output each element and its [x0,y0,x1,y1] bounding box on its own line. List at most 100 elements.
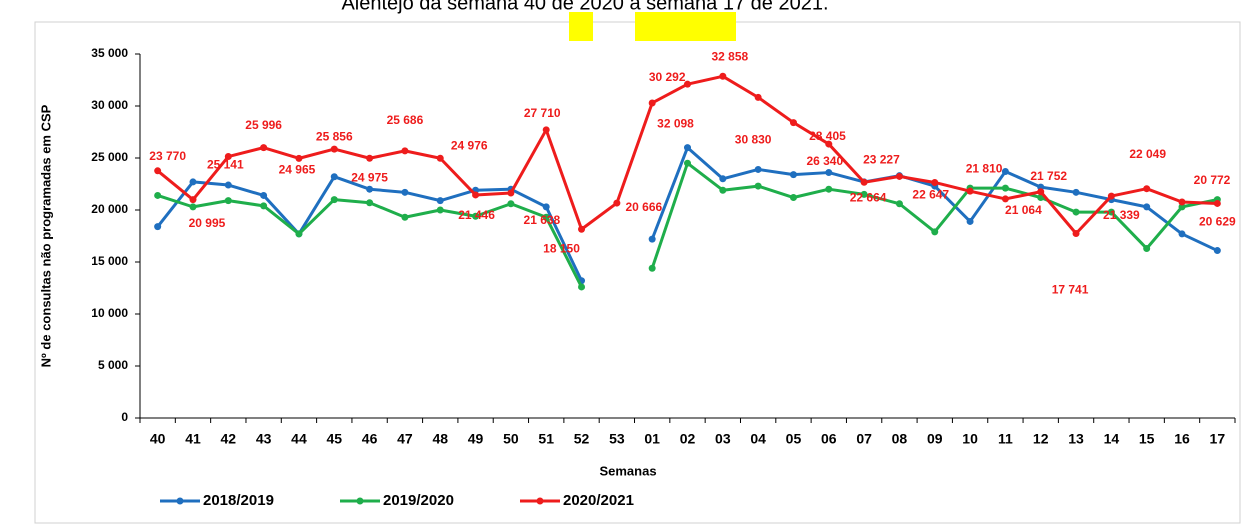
data-label: 18 150 [543,241,580,255]
data-point [754,165,762,173]
data-label: 30 830 [735,133,772,147]
data-point [330,173,338,181]
x-tick-label: 49 [468,431,484,447]
data-label: 20 666 [626,200,663,214]
data-point [436,206,444,214]
data-label: 32 098 [657,116,694,130]
data-label: 20 772 [1194,173,1231,187]
data-point [401,188,409,196]
data-point [295,154,303,162]
x-tick-label: 03 [715,431,731,447]
highlight [569,12,593,41]
series-line [156,74,1218,235]
data-point [401,147,409,155]
data-label: 25 856 [316,129,353,143]
data-point [789,171,797,179]
data-label: 25 141 [207,158,244,172]
x-tick-label: 17 [1210,431,1226,447]
x-tick-label: 48 [432,431,448,447]
x-tick-label: 06 [821,431,837,447]
x-tick-label: 09 [927,431,943,447]
data-point [1072,208,1080,216]
data-point [1143,185,1151,193]
data-point [472,191,480,199]
legend-label: 2020/2021 [563,492,634,509]
x-tick-label: 05 [786,431,802,447]
data-point [1001,168,1009,176]
data-label: 24 965 [279,163,316,177]
x-tick-label: 08 [892,431,908,447]
y-tick-label: 30 000 [91,98,128,112]
data-point [754,182,762,190]
y-tick-label: 20 000 [91,202,128,216]
x-tick-label: 14 [1104,431,1120,447]
x-tick-label: 43 [256,431,272,447]
data-point [825,185,833,193]
data-point [1213,199,1221,207]
data-label: 20 629 [1199,215,1236,229]
y-tick-label: 0 [121,410,128,424]
legend-marker [356,497,364,505]
data-point [260,191,268,199]
chart-title: Alentejo da semana 40 de 2020 à semana 1… [341,0,828,14]
data-point [224,197,232,205]
data-point [684,80,691,88]
data-point [1037,188,1045,196]
data-point [507,200,515,208]
x-tick-label: 50 [503,431,519,447]
data-point [154,191,162,199]
x-tick-label: 51 [538,431,554,447]
data-point [1143,203,1151,211]
x-tick-label: 45 [326,431,342,447]
data-point [648,264,656,272]
data-point [330,196,338,204]
data-point [578,283,586,291]
data-label: 23 227 [863,153,900,167]
legend-label: 2018/2019 [203,492,274,509]
data-point [1178,203,1186,211]
data-point [1143,244,1151,252]
data-point [507,189,515,197]
data-point [613,199,621,207]
data-point [472,212,480,220]
data-point [542,203,550,211]
data-point [931,228,939,236]
data-label: 25 686 [387,113,424,127]
x-tick-label: 15 [1139,431,1155,447]
data-point [825,169,833,177]
x-tick-label: 47 [397,431,413,447]
y-tick-label: 5 000 [98,358,128,372]
data-label: 21 339 [1103,208,1140,222]
legend-marker [176,497,184,505]
data-point [542,126,550,134]
data-point [436,154,444,162]
data-point [260,202,268,210]
data-label: 22 664 [850,190,887,204]
data-point [719,72,727,80]
data-point [825,140,833,148]
data-point [789,119,797,127]
data-point [189,178,197,186]
data-point [648,235,656,243]
data-point [684,159,691,167]
x-tick-label: 42 [221,431,237,447]
legend-marker [536,497,544,505]
data-label: 32 858 [711,49,748,63]
data-point [189,196,197,204]
data-point [366,185,374,193]
data-point [542,213,550,221]
data-point [719,186,727,194]
x-tick-label: 04 [750,431,766,447]
data-point [401,213,409,221]
data-label: 21 810 [966,161,1003,175]
data-label: 17 741 [1052,283,1089,297]
x-tick-label: 16 [1174,431,1190,447]
x-tick-label: 12 [1033,431,1049,447]
y-tick-label: 35 000 [91,46,128,60]
y-tick-label: 15 000 [91,254,128,268]
x-tick-label: 44 [291,431,307,447]
x-tick-label: 40 [150,431,166,447]
x-tick-label: 01 [644,431,660,447]
data-label: 20 995 [189,216,226,230]
